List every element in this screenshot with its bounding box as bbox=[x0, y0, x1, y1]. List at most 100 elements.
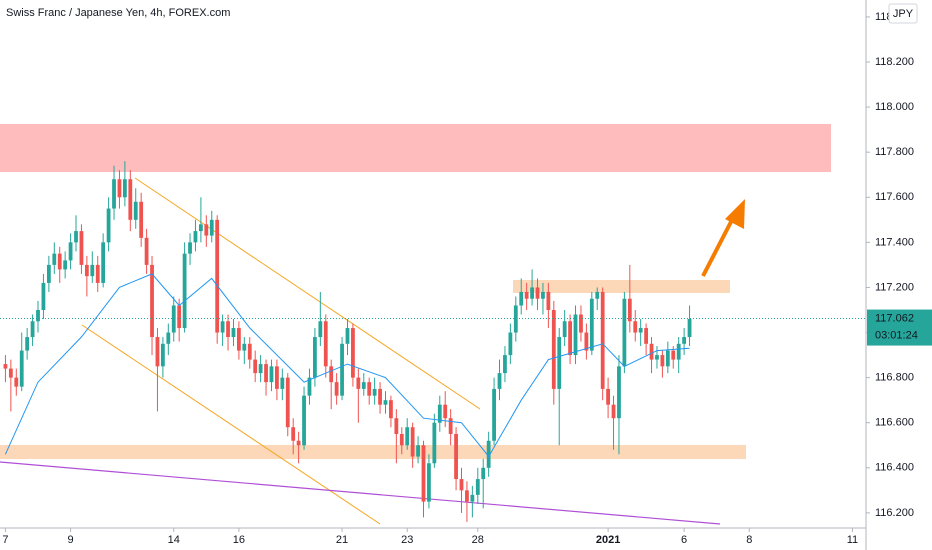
x-tick-label: 2021 bbox=[596, 534, 620, 546]
candle-body bbox=[253, 359, 258, 374]
candle-body bbox=[117, 179, 122, 198]
candle-body bbox=[399, 433, 404, 446]
support-zone bbox=[0, 445, 746, 459]
resistance-zone bbox=[0, 124, 831, 172]
candle-body bbox=[14, 377, 19, 387]
candle-body bbox=[41, 282, 46, 310]
y-tick-label: 116.200 bbox=[875, 507, 914, 519]
currency-label: JPY bbox=[893, 8, 914, 20]
candle-body bbox=[638, 328, 643, 333]
x-tick-label: 16 bbox=[233, 534, 245, 546]
candle-body bbox=[46, 264, 51, 283]
candle-body bbox=[497, 373, 502, 389]
candle-body bbox=[584, 332, 589, 351]
candle-body bbox=[351, 328, 355, 378]
candle-body bbox=[394, 418, 399, 434]
last-price-box bbox=[867, 309, 932, 346]
candle-body bbox=[595, 291, 600, 299]
candle-body bbox=[432, 422, 437, 464]
candle-body bbox=[649, 343, 654, 360]
candle-body bbox=[128, 179, 133, 220]
candle-body bbox=[492, 388, 496, 441]
candle-body bbox=[573, 314, 578, 356]
candle-body bbox=[269, 366, 274, 383]
candle-body bbox=[557, 337, 562, 389]
candle-body bbox=[334, 382, 339, 396]
candle-body bbox=[95, 264, 100, 283]
moving-average bbox=[4, 273, 690, 458]
candle-body bbox=[3, 364, 8, 369]
axes: 116.200116.400116.600116.800117.000117.2… bbox=[0, 11, 932, 546]
candle-body bbox=[25, 337, 30, 351]
x-tick-label: 28 bbox=[472, 534, 484, 546]
candle-body bbox=[665, 350, 670, 367]
currency-badge[interactable] bbox=[888, 3, 918, 24]
candle-body bbox=[389, 400, 393, 419]
candle-body bbox=[90, 264, 95, 277]
candle-body bbox=[671, 350, 676, 360]
candle-body bbox=[313, 337, 317, 378]
candle-body bbox=[204, 224, 209, 236]
trend-line bbox=[0, 461, 721, 525]
candle-body bbox=[226, 321, 230, 338]
x-tick-label: 23 bbox=[401, 534, 413, 546]
candle-body bbox=[182, 253, 187, 329]
candle-body bbox=[660, 355, 665, 367]
candle-body bbox=[285, 377, 290, 428]
candle-body bbox=[52, 253, 57, 265]
candle-body bbox=[188, 242, 192, 254]
candle-body bbox=[280, 377, 285, 389]
arrow-head bbox=[725, 199, 745, 229]
candle-body bbox=[421, 445, 426, 502]
candle-body bbox=[519, 291, 524, 306]
x-tick-label: 11 bbox=[847, 534, 858, 546]
candle-body bbox=[231, 328, 236, 338]
price-axis-bg bbox=[866, 0, 932, 550]
candle-body bbox=[437, 404, 442, 423]
candle-body bbox=[606, 388, 611, 405]
y-tick-label: 116.600 bbox=[875, 417, 914, 429]
candle-body bbox=[627, 298, 632, 322]
candle-body bbox=[383, 400, 388, 405]
candle-body bbox=[459, 479, 464, 491]
candle-body bbox=[535, 287, 540, 299]
y-tick-label: 116.800 bbox=[875, 372, 914, 384]
drawings bbox=[0, 124, 831, 525]
candle-body bbox=[568, 321, 572, 356]
candle-body bbox=[258, 364, 263, 374]
candle-body bbox=[220, 321, 225, 333]
candle-body bbox=[676, 343, 681, 360]
candle-body bbox=[655, 355, 659, 360]
candle-body bbox=[144, 237, 149, 265]
candle-body bbox=[160, 343, 165, 367]
candle-body bbox=[57, 253, 62, 270]
channel-top bbox=[134, 177, 481, 410]
candle-body bbox=[36, 309, 40, 322]
candle-body bbox=[427, 463, 431, 502]
candle-body bbox=[106, 208, 111, 243]
x-tick-label: 21 bbox=[336, 534, 348, 546]
candle-body bbox=[275, 366, 279, 389]
candle-body bbox=[405, 427, 410, 446]
candle-body bbox=[530, 287, 534, 299]
candle-body bbox=[101, 242, 106, 283]
candle-body bbox=[475, 479, 480, 495]
candle-body bbox=[361, 382, 366, 389]
candle-body bbox=[150, 264, 154, 338]
x-tick-label: 6 bbox=[681, 534, 687, 546]
candle-body bbox=[171, 305, 176, 333]
candle-body bbox=[296, 440, 301, 446]
candle-body bbox=[8, 368, 13, 378]
plot bbox=[3, 161, 692, 522]
candle-body bbox=[307, 377, 312, 396]
candle-body bbox=[367, 382, 372, 396]
candle-body bbox=[454, 433, 458, 480]
candle-body bbox=[198, 224, 203, 232]
candle-body bbox=[503, 355, 507, 374]
candle-body bbox=[63, 260, 68, 270]
candle-body bbox=[166, 332, 171, 344]
candle-body bbox=[541, 291, 545, 299]
candle-body bbox=[209, 219, 214, 236]
candle-body bbox=[508, 332, 513, 356]
